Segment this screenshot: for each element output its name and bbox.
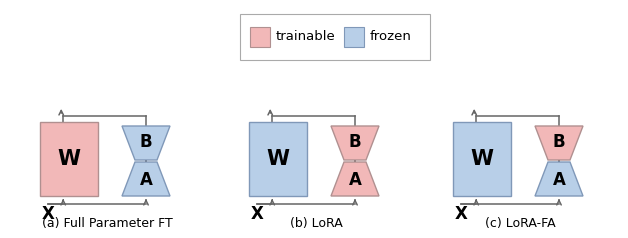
Text: (b) LoRA: (b) LoRA xyxy=(290,218,343,230)
Text: B: B xyxy=(553,133,565,151)
Polygon shape xyxy=(122,162,170,196)
FancyBboxPatch shape xyxy=(40,122,98,196)
FancyBboxPatch shape xyxy=(249,122,307,196)
Text: W: W xyxy=(58,149,80,169)
Polygon shape xyxy=(535,162,583,196)
Text: X: X xyxy=(41,205,55,223)
Polygon shape xyxy=(535,126,583,160)
Text: A: A xyxy=(139,171,153,189)
Polygon shape xyxy=(122,126,170,160)
Text: W: W xyxy=(470,149,494,169)
Text: W: W xyxy=(266,149,290,169)
FancyBboxPatch shape xyxy=(240,14,430,60)
Text: (a) Full Parameter FT: (a) Full Parameter FT xyxy=(42,218,173,230)
Text: X: X xyxy=(251,205,263,223)
Text: A: A xyxy=(349,171,362,189)
FancyBboxPatch shape xyxy=(453,122,511,196)
Text: trainable: trainable xyxy=(276,30,336,44)
Text: A: A xyxy=(553,171,565,189)
Text: (c) LoRA-FA: (c) LoRA-FA xyxy=(485,218,556,230)
Polygon shape xyxy=(331,126,379,160)
FancyBboxPatch shape xyxy=(344,27,364,47)
Polygon shape xyxy=(331,162,379,196)
Text: X: X xyxy=(455,205,467,223)
Text: B: B xyxy=(349,133,361,151)
FancyBboxPatch shape xyxy=(250,27,270,47)
Text: B: B xyxy=(139,133,153,151)
Text: frozen: frozen xyxy=(370,30,412,44)
